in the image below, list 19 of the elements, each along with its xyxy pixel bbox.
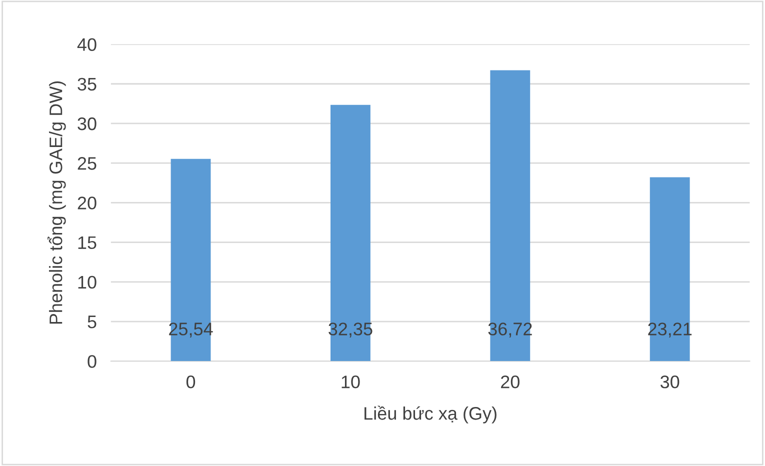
y-axis-title: Phenolic tổng (mg GAE/g DW) xyxy=(48,81,66,324)
bar xyxy=(170,158,211,362)
y-tick-label: 5 xyxy=(88,316,96,328)
x-axis-title: Liều bức xạ (Gy) xyxy=(364,406,496,424)
bar xyxy=(330,104,370,362)
bar xyxy=(490,70,530,362)
y-tick-label: 15 xyxy=(78,236,96,250)
y-tick-label: 0 xyxy=(88,355,96,368)
x-tick-label: 10 xyxy=(342,376,360,388)
x-tick-label: 0 xyxy=(186,376,196,388)
y-tick-label: 20 xyxy=(78,196,96,210)
y-tick-label: 40 xyxy=(77,38,96,51)
x-tick-label: 30 xyxy=(660,376,680,388)
bar xyxy=(650,177,690,362)
x-tick-label: 20 xyxy=(501,376,520,388)
y-tick-label: 30 xyxy=(78,117,96,130)
y-tick-label: 10 xyxy=(78,276,96,289)
y-tick-label: 25 xyxy=(78,157,96,170)
y-tick-label: 35 xyxy=(78,78,96,91)
